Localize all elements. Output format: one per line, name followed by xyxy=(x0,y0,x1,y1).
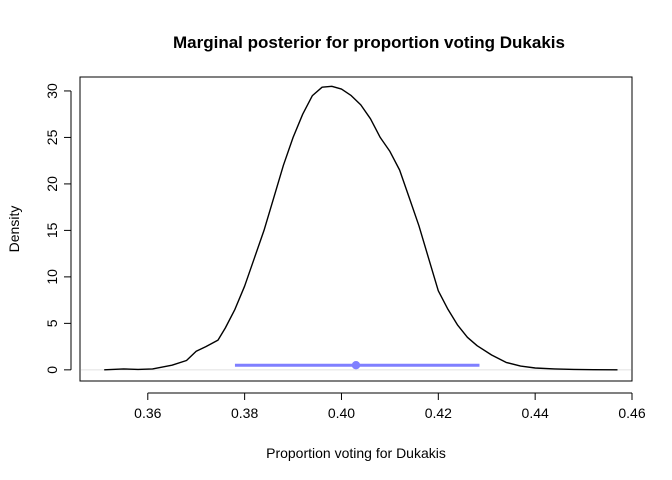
y-axis-label: Density xyxy=(6,206,22,253)
y-tick-label: 10 xyxy=(44,269,60,285)
y-tick-label: 20 xyxy=(44,176,60,192)
y-tick-label: 25 xyxy=(44,129,60,145)
density-curve xyxy=(104,85,618,371)
y-tick-label: 5 xyxy=(44,319,60,327)
chart-title: Marginal posterior for proportion voting… xyxy=(173,33,565,52)
plot-frame xyxy=(79,76,633,382)
y-axis: 0 5 10 15 20 25 30 xyxy=(44,83,72,374)
x-tick-label: 0.44 xyxy=(522,405,549,421)
x-axis-label: Proportion voting for Dukakis xyxy=(266,445,446,461)
x-axis: 0.36 0.38 0.40 0.42 0.44 0.46 xyxy=(134,392,646,421)
x-tick-label: 0.40 xyxy=(328,405,355,421)
y-tick-label: 0 xyxy=(44,366,60,374)
x-tick-label: 0.36 xyxy=(134,405,161,421)
x-tick-label: 0.42 xyxy=(425,405,452,421)
posterior-mean-point xyxy=(351,360,361,370)
x-tick-label: 0.46 xyxy=(618,405,645,421)
x-tick-label: 0.38 xyxy=(231,405,258,421)
y-tick-label: 30 xyxy=(44,83,60,99)
y-tick-label: 15 xyxy=(44,222,60,238)
